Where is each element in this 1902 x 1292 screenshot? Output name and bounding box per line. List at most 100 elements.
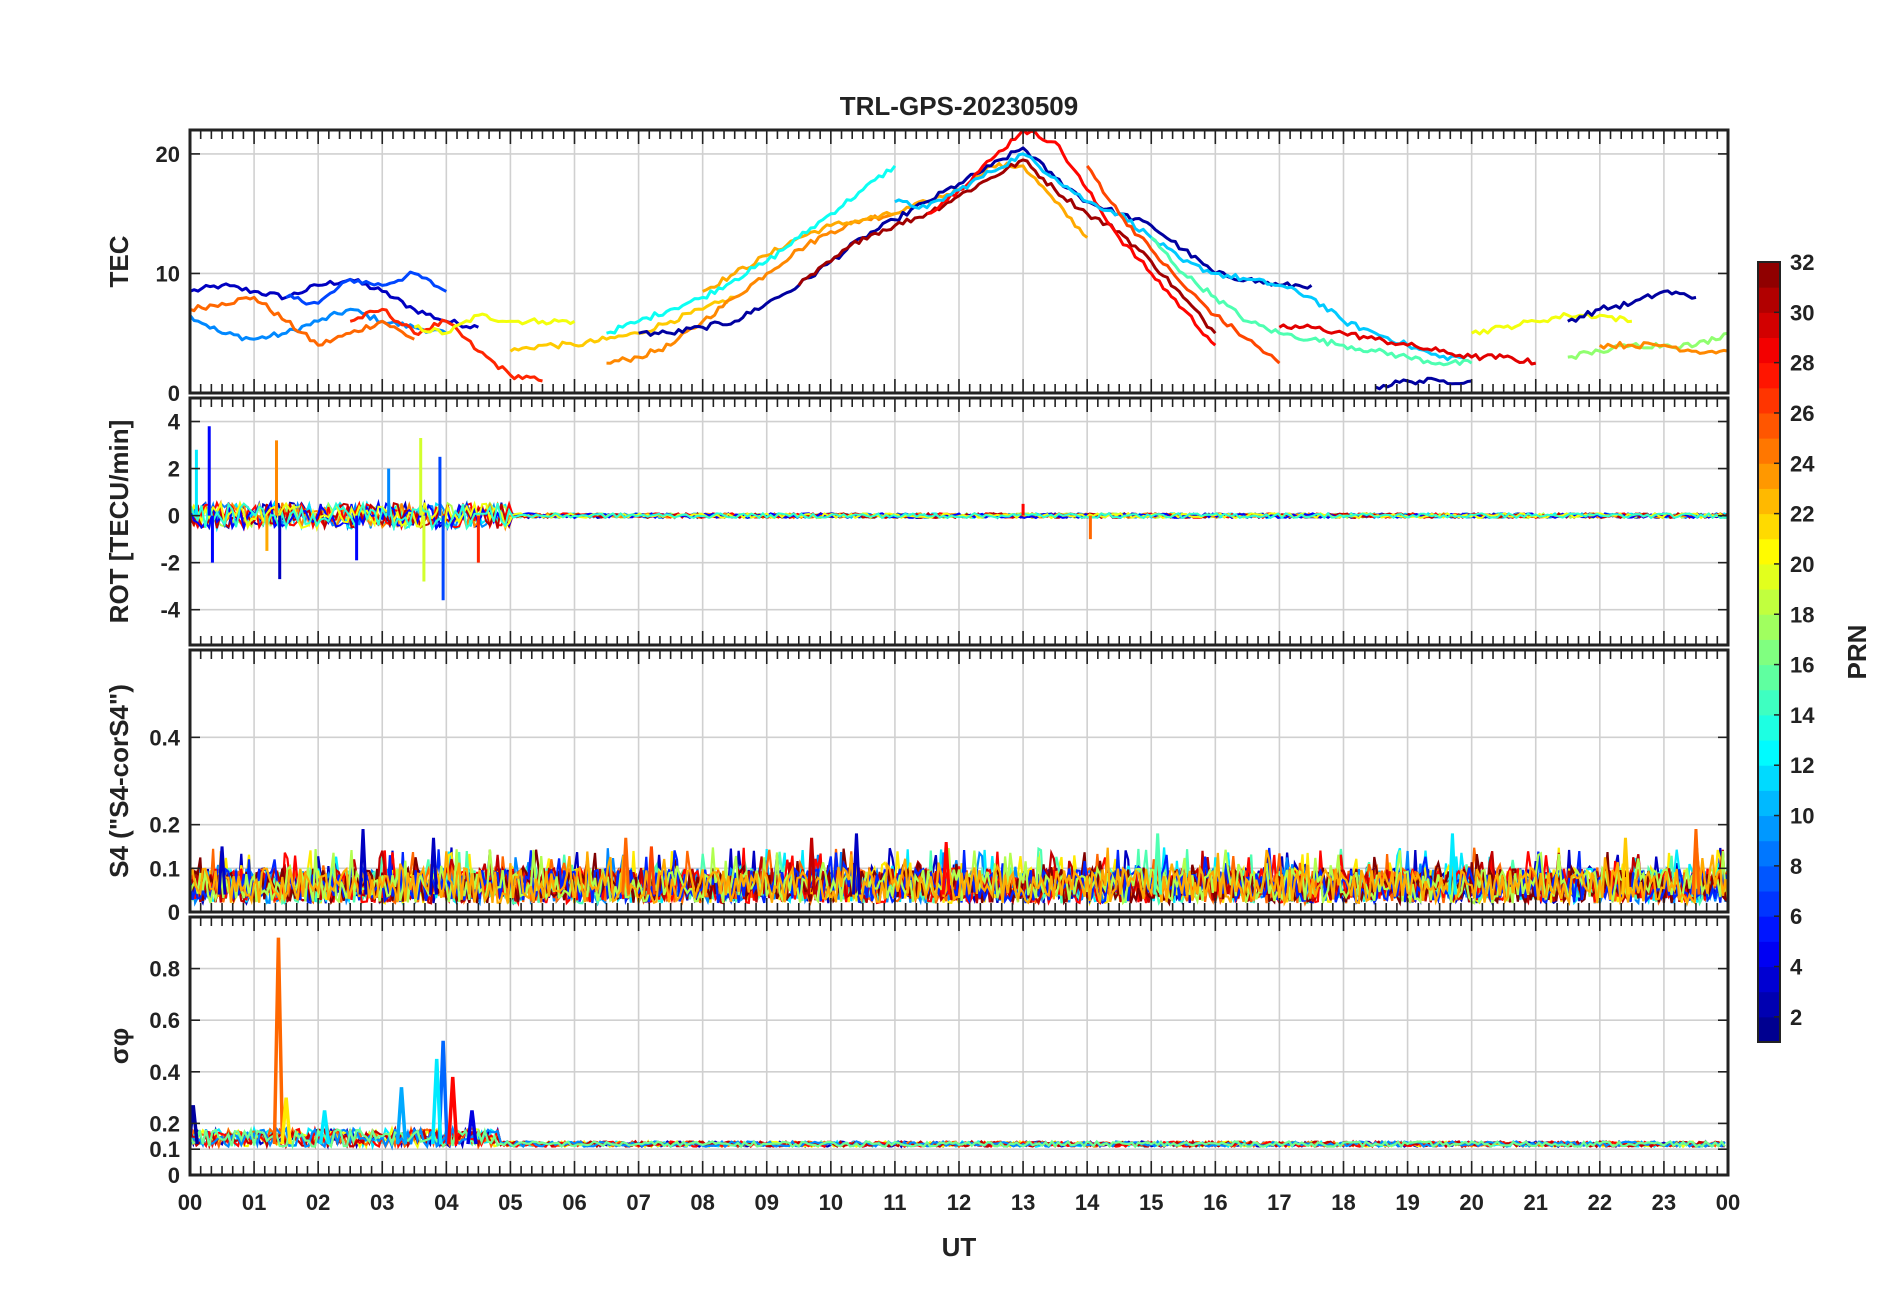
x-tick-label: 00 bbox=[1716, 1190, 1740, 1215]
s4-noise bbox=[190, 846, 1728, 907]
colorbar-segment bbox=[1758, 639, 1780, 666]
x-axis: 00 01 02 03 04 05 06 07 08 09 10 11 12 13 14 15 16 17 18 19… bbox=[178, 1190, 1740, 1215]
x-tick-label: 17 bbox=[1267, 1190, 1291, 1215]
plot-rot bbox=[190, 426, 1728, 601]
tec-series-prn-7 bbox=[285, 270, 447, 306]
sigma-peak-prn-10 bbox=[395, 1087, 408, 1145]
y-tick-label-s4: 0.1 bbox=[149, 856, 180, 881]
x-tick-label: 13 bbox=[1011, 1190, 1035, 1215]
colorbar-segment bbox=[1758, 740, 1780, 766]
tec-series-prn-25 bbox=[190, 295, 415, 347]
x-tick-label: 14 bbox=[1075, 1190, 1100, 1215]
rot-noise bbox=[190, 498, 1728, 533]
x-tick-label: 15 bbox=[1139, 1190, 1163, 1215]
tec-series-prn-20 bbox=[413, 312, 576, 336]
colorbar-segment bbox=[1758, 287, 1780, 313]
colorbar-tick-label: 12 bbox=[1790, 753, 1814, 778]
colorbar-frame bbox=[1757, 261, 1781, 1043]
colorbar-segment bbox=[1758, 362, 1780, 389]
colorbar-segment bbox=[1758, 589, 1780, 615]
colorbar-tick-label: 22 bbox=[1790, 502, 1814, 527]
colorbar-tick-label: 30 bbox=[1790, 300, 1814, 325]
x-tick-label: 11 bbox=[883, 1190, 906, 1215]
colorbar-tick-label: 24 bbox=[1790, 451, 1815, 476]
panel-tec: 0 10 20 TEC bbox=[104, 128, 1730, 406]
x-tick-label: 10 bbox=[819, 1190, 843, 1215]
colorbar-segment bbox=[1758, 488, 1780, 515]
sigma-peak-prn-21 bbox=[280, 1097, 292, 1145]
y-tick-label-tec: 20 bbox=[156, 142, 180, 167]
x-tick-label: 21 bbox=[1524, 1190, 1548, 1215]
s4-peak-prn-3 bbox=[358, 828, 368, 895]
colorbar-segment bbox=[1758, 790, 1780, 817]
tec-series-prn-2 bbox=[1374, 376, 1472, 391]
x-tick-label: 01 bbox=[242, 1190, 266, 1215]
y-tick-label-rot: -4 bbox=[160, 598, 180, 623]
colorbar-segment bbox=[1758, 412, 1780, 439]
x-tick-label: 00 bbox=[178, 1190, 202, 1215]
y-tick-label-rot: -2 bbox=[160, 551, 180, 576]
x-tick-label: 12 bbox=[947, 1190, 971, 1215]
s4-peak-prn-12 bbox=[1447, 833, 1457, 895]
panel-sigma: 00.10.2 0.4 0.6 0.8 σφ bbox=[104, 915, 1730, 1188]
y-tick-label-tec: 0 bbox=[168, 381, 180, 406]
tec-series-prn-13 bbox=[606, 164, 897, 335]
colorbar-segment bbox=[1758, 991, 1780, 1018]
sigma-peak-prn-12 bbox=[318, 1110, 331, 1145]
grid-tec bbox=[189, 130, 1729, 394]
tec-series-prn-24 bbox=[606, 212, 896, 365]
plot-tec bbox=[190, 130, 1728, 391]
y-tick-label-sigma: 0.6 bbox=[149, 1008, 180, 1033]
y-tick-label-s4: 0.2 bbox=[149, 813, 180, 838]
tec-series-prn-20 bbox=[1470, 312, 1633, 336]
sigma-peak-prn-12 bbox=[430, 1058, 443, 1145]
colorbar-segment bbox=[1758, 689, 1780, 716]
colorbar-tick-label: 28 bbox=[1790, 351, 1814, 376]
s4-peak-prn-15 bbox=[1153, 833, 1163, 895]
y-tick-label-tec: 10 bbox=[156, 261, 180, 286]
colorbar-segment bbox=[1758, 714, 1780, 741]
x-tick-label: 02 bbox=[306, 1190, 330, 1215]
colorbar-segment bbox=[1758, 387, 1780, 414]
s4-peak-prn-3 bbox=[851, 833, 861, 895]
s4-peak-prn-28 bbox=[941, 842, 951, 895]
colorbar-segment bbox=[1758, 337, 1780, 364]
tec-series-prn-24 bbox=[1598, 341, 1728, 355]
panel-rot: -4 -2 0 2 4 ROT [TECU/min] bbox=[104, 396, 1730, 647]
x-tick-label: 18 bbox=[1331, 1190, 1355, 1215]
y-tick-label-sigma: 0.4 bbox=[149, 1060, 180, 1085]
y-tick-label-sigma: 0.2 bbox=[149, 1111, 180, 1136]
plot-sigma bbox=[190, 937, 1726, 1151]
x-axis-label: UT bbox=[942, 1232, 977, 1262]
tec-series-prn-23 bbox=[702, 161, 1089, 293]
s4-peak-prn-3 bbox=[429, 837, 439, 895]
colorbar-segment bbox=[1758, 966, 1780, 993]
colorbar-label: PRN bbox=[1842, 625, 1872, 680]
y-tick-label-sigma: 0.1 bbox=[149, 1137, 180, 1162]
y-tick-label-s4: 0.4 bbox=[149, 725, 180, 750]
x-tick-label: 19 bbox=[1395, 1190, 1419, 1215]
y-axis-label-s4: S4 ("S4-corS4") bbox=[104, 684, 134, 878]
colorbar-tick-label: 8 bbox=[1790, 854, 1802, 879]
panel-frame-tec bbox=[188, 128, 1730, 395]
s4-peak-prn-25 bbox=[1691, 828, 1701, 895]
x-tick-label: 05 bbox=[498, 1190, 522, 1215]
colorbar-segment bbox=[1758, 916, 1780, 942]
sigma-peak-prn-28 bbox=[446, 1076, 459, 1145]
panel-frame-sigma bbox=[188, 915, 1730, 1177]
y-tick-label-s4: 0 bbox=[168, 900, 180, 925]
x-tick-label: 06 bbox=[562, 1190, 586, 1215]
y-axis-label-sigma: σφ bbox=[104, 1028, 134, 1064]
y-axis-label-tec: TEC bbox=[104, 235, 134, 287]
panel-s4: 0 0.1 0.2 0.4 S4 ("S4-corS4") bbox=[104, 648, 1730, 925]
colorbar-segment bbox=[1758, 765, 1780, 791]
colorbar-segment bbox=[1758, 538, 1780, 565]
panel-frame-s4 bbox=[188, 648, 1730, 914]
sigma-peak-prn-4 bbox=[466, 1110, 478, 1145]
x-tick-label: 09 bbox=[755, 1190, 779, 1215]
x-tick-label: 04 bbox=[434, 1190, 459, 1215]
tec-series-prn-22 bbox=[509, 295, 735, 353]
y-tick-label-rot: 2 bbox=[168, 457, 180, 482]
colorbar-tick-label: 4 bbox=[1790, 955, 1803, 980]
